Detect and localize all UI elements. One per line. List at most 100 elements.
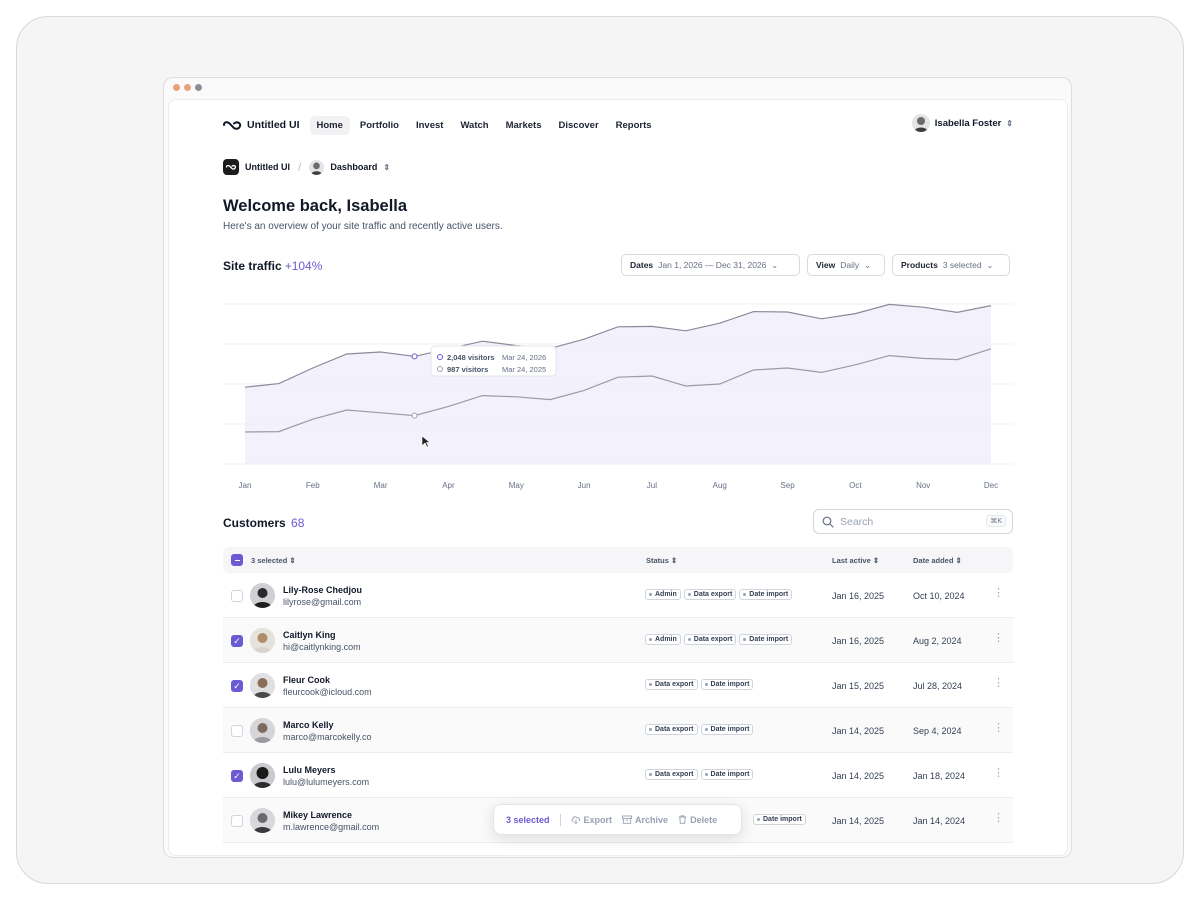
view-filter[interactable]: View Daily ⌄ xyxy=(807,254,885,276)
customer-name: Caitlyn King xyxy=(283,630,336,640)
x-tick-label: Nov xyxy=(916,481,930,490)
site-traffic-chart[interactable]: Jan Feb Mar Apr May Jun Jul Aug Sep Oct Nov Dec 2,0… xyxy=(223,294,1013,494)
avatar xyxy=(250,583,275,608)
nav-item-watch[interactable]: Watch xyxy=(460,119,489,131)
nav-item-portfolio[interactable]: Portfolio xyxy=(359,119,399,131)
customers-title: Customers xyxy=(223,516,286,530)
avatar xyxy=(250,628,275,653)
status-badges: Data export Date import xyxy=(645,769,754,780)
last-active-column-header[interactable]: Last active ⇕ xyxy=(832,556,880,565)
x-tick-label: Aug xyxy=(713,481,727,490)
dates-filter-label: Dates xyxy=(630,260,654,270)
page-title: Welcome back, Isabella xyxy=(223,197,408,215)
close-window-button[interactable] xyxy=(173,84,180,91)
x-tick-label: Jul xyxy=(647,481,657,490)
search-input[interactable] xyxy=(840,515,980,528)
more-vertical-icon[interactable]: ⋮ xyxy=(993,587,1004,599)
more-vertical-icon[interactable]: ⋮ xyxy=(993,632,1004,644)
customer-name: Fleur Cook xyxy=(283,675,331,685)
last-active: Jan 14, 2025 xyxy=(832,816,885,826)
user-avatar xyxy=(911,114,930,132)
customers-table: 3 selected ⇕ Status ⇕ Last active ⇕ Date… xyxy=(223,547,1013,843)
chart-tooltip: 2,048 visitors Mar 24, 2026 987 visitors… xyxy=(430,345,557,377)
view-filter-value: Daily xyxy=(840,260,860,270)
chart-area-fill xyxy=(245,304,991,464)
bulk-action-toolbar: 3 selected Export Archive Delete xyxy=(493,804,742,835)
user-menu[interactable]: Isabella Foster ⇕ xyxy=(911,114,1013,132)
status-badge: Date import xyxy=(753,814,806,825)
nav-item-markets[interactable]: Markets xyxy=(505,119,542,131)
delete-button[interactable]: Delete xyxy=(678,815,717,825)
row-checkbox[interactable] xyxy=(231,725,243,737)
customer-search[interactable]: ⌘K xyxy=(813,509,1013,534)
products-filter-value: 3 selected xyxy=(942,260,982,270)
status-badges: Data export Date import xyxy=(645,679,754,690)
more-vertical-icon[interactable]: ⋮ xyxy=(993,767,1004,779)
dates-filter[interactable]: Dates Jan 1, 2026 — Dec 31, 2026 ⌄ xyxy=(621,254,800,276)
user-name: Isabella Foster xyxy=(934,117,1002,129)
maximize-window-button[interactable] xyxy=(195,84,202,91)
status-badges: Date import xyxy=(753,814,806,825)
date-added: Jan 14, 2024 xyxy=(913,816,966,826)
chevron-down-icon: ⌄ xyxy=(986,260,994,270)
table-row[interactable]: Marco Kelly marco@marcokelly.co Data exp… xyxy=(223,708,1013,753)
status-badge: Date import xyxy=(700,724,754,735)
avatar xyxy=(250,673,275,698)
table-row[interactable]: Lily-Rose Chedjou lilyrose@gmail.com Adm… xyxy=(223,573,1013,618)
row-checkbox[interactable]: ✓ xyxy=(231,635,243,647)
export-button[interactable]: Export xyxy=(571,815,612,825)
nav-item-discover[interactable]: Discover xyxy=(558,119,599,131)
status-badge: Data export xyxy=(645,724,698,735)
archive-icon xyxy=(622,815,632,824)
nav-item-reports[interactable]: Reports xyxy=(615,119,652,131)
status-badge: Data export xyxy=(645,769,698,780)
customer-email: m.lawrence@gmail.com xyxy=(283,822,380,832)
row-checkbox[interactable]: ✓ xyxy=(231,680,243,692)
date-added: Oct 10, 2024 xyxy=(913,591,965,601)
last-active: Jan 14, 2025 xyxy=(832,771,885,781)
tooltip-date-2: Mar 24, 2025 xyxy=(502,365,546,374)
last-active: Jan 14, 2025 xyxy=(832,726,885,736)
more-vertical-icon[interactable]: ⋮ xyxy=(993,677,1004,689)
brand-name: Untitled UI xyxy=(247,119,300,131)
more-vertical-icon[interactable]: ⋮ xyxy=(993,722,1004,734)
x-tick-label: Jun xyxy=(578,481,591,490)
selected-count-header[interactable]: 3 selected ⇕ xyxy=(251,556,296,565)
date-added: Jul 28, 2024 xyxy=(913,681,963,691)
status-column-header[interactable]: Status ⇕ xyxy=(646,556,678,565)
row-checkbox[interactable] xyxy=(231,590,243,602)
more-vertical-icon[interactable]: ⋮ xyxy=(993,812,1004,824)
last-active: Jan 15, 2025 xyxy=(832,681,885,691)
row-checkbox[interactable] xyxy=(231,815,243,827)
x-tick-label: Sep xyxy=(780,481,795,490)
archive-button[interactable]: Archive xyxy=(622,815,668,825)
org-logo-icon xyxy=(223,159,239,175)
date-added-column-header[interactable]: Date added ⇕ xyxy=(913,556,962,565)
chevron-down-icon: ⌄ xyxy=(771,260,779,270)
customer-email: hi@caitlynking.com xyxy=(283,642,361,652)
minimize-window-button[interactable] xyxy=(184,84,191,91)
dashboard-avatar xyxy=(309,159,325,175)
search-icon xyxy=(822,516,834,528)
browser-window: Untitled UI Home Portfolio Invest Watch … xyxy=(163,77,1072,858)
products-filter[interactable]: Products 3 selected ⌄ xyxy=(892,254,1010,276)
select-all-checkbox[interactable] xyxy=(231,554,243,566)
table-row[interactable]: ✓ Caitlyn King hi@caitlynking.com Admin … xyxy=(223,618,1013,663)
breadcrumb-org[interactable]: Untitled UI xyxy=(245,162,290,172)
table-header: 3 selected ⇕ Status ⇕ Last active ⇕ Date… xyxy=(223,547,1013,573)
hover-point xyxy=(411,412,418,419)
date-added: Jan 18, 2024 xyxy=(913,771,966,781)
customers-count: 68 xyxy=(291,516,305,530)
table-row[interactable]: ✓ Lulu Meyers lulu@lulumeyers.com Data e… xyxy=(223,753,1013,798)
table-row[interactable]: ✓ Fleur Cook fleurcook@icloud.com Data e… xyxy=(223,663,1013,708)
top-nav: Untitled UI Home Portfolio Invest Watch … xyxy=(223,114,1013,136)
logo-icon xyxy=(223,121,242,130)
site-traffic-heading: Site traffic +104% xyxy=(223,259,322,273)
breadcrumb-page[interactable]: Dashboard xyxy=(330,162,378,172)
nav-item-home[interactable]: Home xyxy=(309,115,350,135)
chevron-updown-icon[interactable]: ⇕ xyxy=(383,162,391,172)
customers-heading: Customers 68 xyxy=(223,516,304,530)
nav-item-invest[interactable]: Invest xyxy=(415,119,444,131)
brand-logo[interactable]: Untitled UI xyxy=(223,119,300,131)
row-checkbox[interactable]: ✓ xyxy=(231,770,243,782)
